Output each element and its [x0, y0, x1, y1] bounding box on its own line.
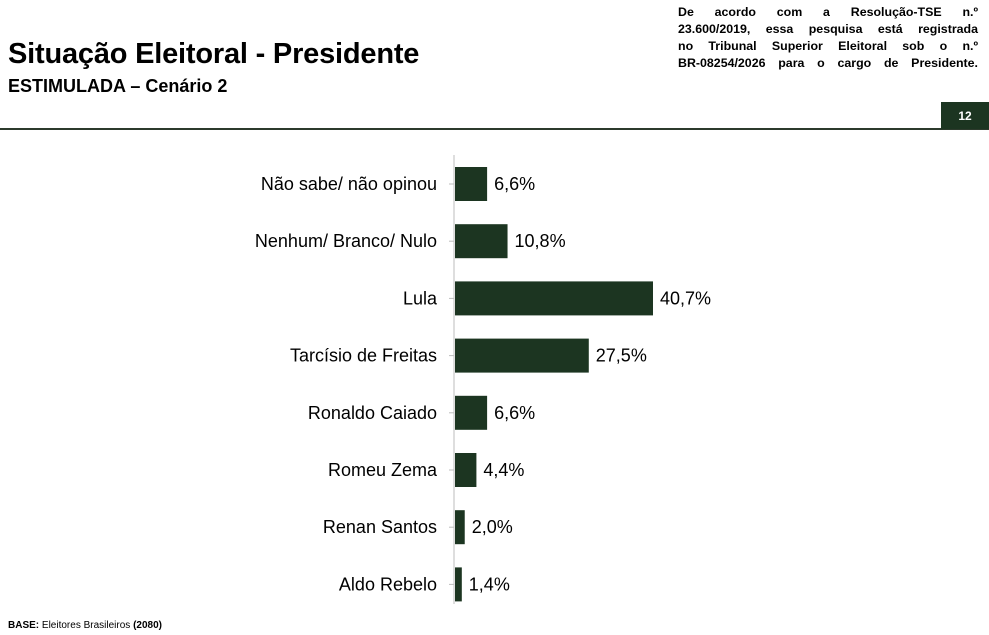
bar — [455, 338, 589, 373]
base-label: BASE: — [8, 620, 40, 631]
base-count: (2080) — [133, 620, 162, 631]
bar — [455, 510, 465, 545]
page-title: Situação Eleitoral - Presidente — [8, 38, 420, 70]
category-label: Não sabe/ não opinou — [261, 174, 437, 194]
data-label: 10,8% — [515, 231, 566, 251]
bar — [455, 395, 488, 430]
bar — [455, 281, 653, 316]
category-label: Tarcísio de Freitas — [290, 346, 437, 366]
tse-registration-notice: De acordo com a Resolução-TSE n.º 23.600… — [678, 4, 978, 72]
category-label: Nenhum/ Branco/ Nulo — [255, 231, 437, 251]
data-label: 4,4% — [483, 460, 524, 480]
notice-line: 23.600/2019, essa pesquisa está registra… — [678, 22, 978, 36]
category-label: Romeu Zema — [328, 460, 438, 480]
category-label: Lula — [403, 288, 438, 308]
category-label: Renan Santos — [323, 517, 437, 537]
data-label: 40,7% — [660, 288, 711, 308]
bar — [455, 167, 488, 201]
bar — [455, 453, 477, 487]
category-label: Ronaldo Caiado — [308, 403, 437, 423]
data-label: 6,6% — [494, 174, 535, 194]
base-note: BASE: Eleitores Brasileiros (2080) — [8, 620, 162, 631]
page-subtitle: ESTIMULADA – Cenário 2 — [8, 76, 228, 96]
data-label: 1,4% — [469, 574, 510, 594]
category-label: Aldo Rebelo — [339, 574, 437, 594]
bar — [455, 224, 508, 259]
data-label: 27,5% — [596, 346, 647, 366]
bar — [455, 567, 462, 602]
notice-line: BR-08254/2026 para o cargo de Presidente… — [678, 56, 978, 70]
page-number-badge: 12 — [941, 102, 989, 129]
notice-line: De acordo com a Resolução-TSE n.º — [678, 5, 978, 19]
header-divider — [0, 128, 989, 130]
data-label: 2,0% — [472, 517, 513, 537]
base-text: Eleitores Brasileiros — [41, 620, 131, 631]
notice-line: no Tribunal Superior Eleitoral sob o n.º — [678, 39, 978, 53]
data-label: 6,6% — [494, 403, 535, 423]
